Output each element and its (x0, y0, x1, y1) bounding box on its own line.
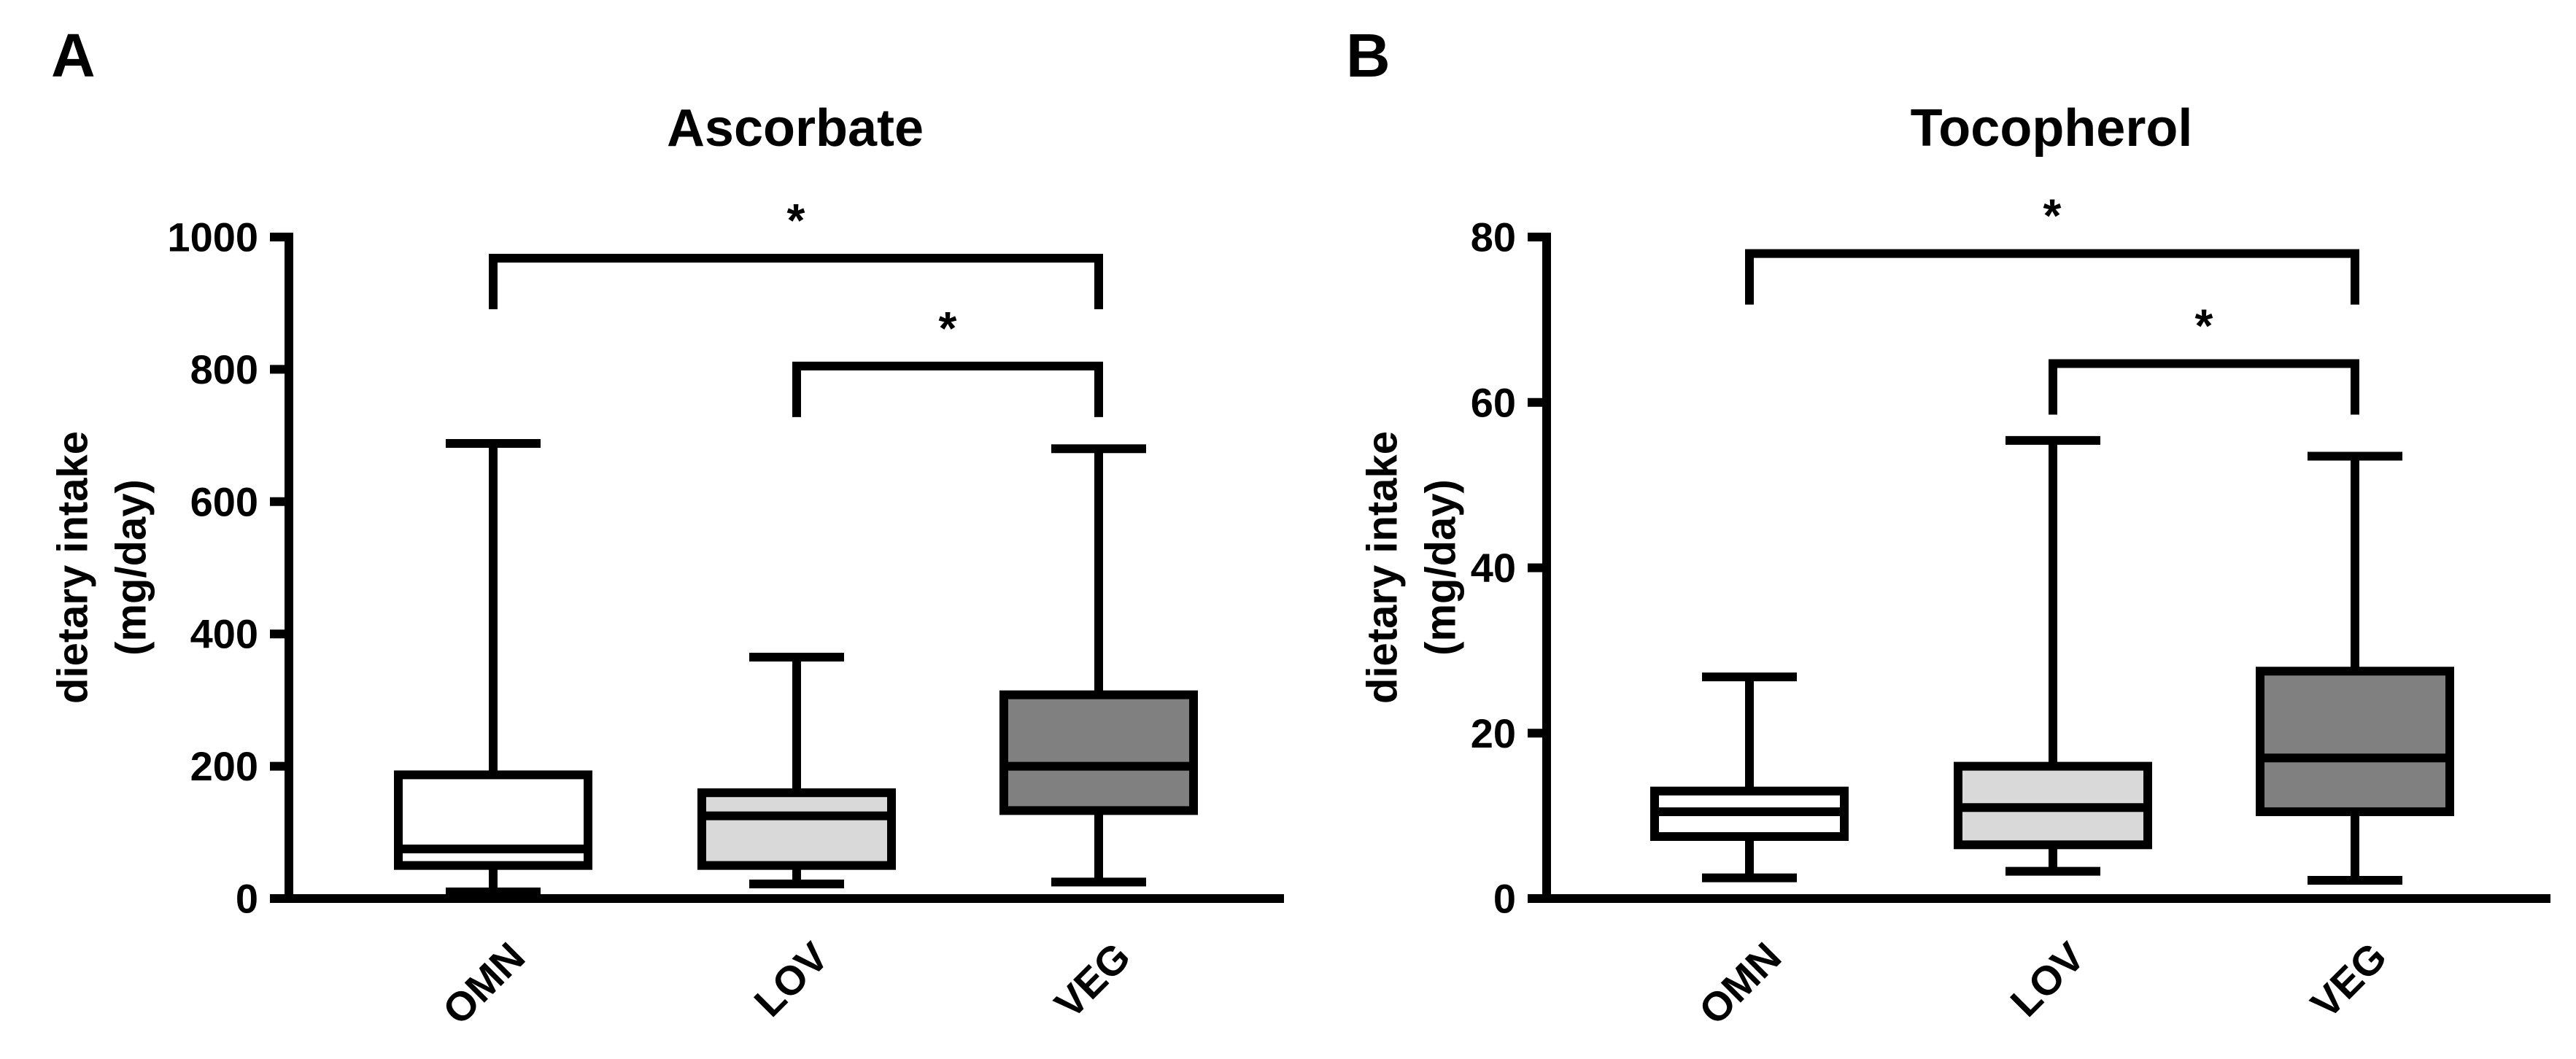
y-tick-label: 200 (190, 743, 258, 789)
box-veg (2256, 451, 2454, 885)
chart-title: Ascorbate (667, 99, 924, 158)
significance-star: * (787, 194, 805, 247)
box-omn (394, 438, 592, 896)
box-lov (1954, 435, 2152, 876)
significance-star: * (2195, 299, 2213, 352)
box-omn (1650, 672, 1849, 882)
y-tick-label: 80 (1471, 214, 1516, 260)
y-tick-label: 40 (1471, 545, 1516, 591)
y-tick-label: 20 (1471, 710, 1516, 756)
significance-star: * (2043, 190, 2062, 242)
iqr-box (2256, 667, 2454, 816)
y-tick-label: 60 (1471, 379, 1516, 425)
significance-bracket (1745, 249, 2359, 305)
y-axis-title-line-2: (mg/day) (1417, 479, 1465, 656)
significance-bracket (489, 254, 1103, 310)
y-axis-title-line-1: dietary intake (1359, 431, 1407, 704)
significance-bracket (792, 361, 1103, 417)
box-lov (697, 652, 896, 889)
y-tick-label: 0 (236, 876, 258, 922)
iqr-box (999, 690, 1198, 815)
y-axis-title-line-2: (mg/day) (108, 479, 155, 656)
chart-title: Tocopherol (1911, 99, 2193, 158)
significance-star: * (939, 302, 957, 354)
panel-label: A (51, 21, 96, 90)
y-axis-title-line-1: dietary intake (50, 431, 97, 704)
y-tick-label: 800 (190, 346, 258, 392)
panel-tocopherol: B Tocopherol dietary intake (mg/day) 0 20 40 60… (1346, 21, 2550, 1033)
significance-bracket (2049, 359, 2359, 415)
panel-label: B (1346, 21, 1391, 90)
iqr-box (697, 788, 896, 870)
y-tick-label: 600 (190, 478, 258, 524)
y-tick-label: 0 (1493, 876, 1516, 922)
panel-ascorbate: A Ascorbate dietary intake (mg/day) 0 200 400 6… (50, 21, 1284, 1033)
y-tick-label: 1000 (167, 214, 258, 260)
y-tick-label: 400 (190, 611, 258, 657)
box-veg (999, 444, 1198, 887)
